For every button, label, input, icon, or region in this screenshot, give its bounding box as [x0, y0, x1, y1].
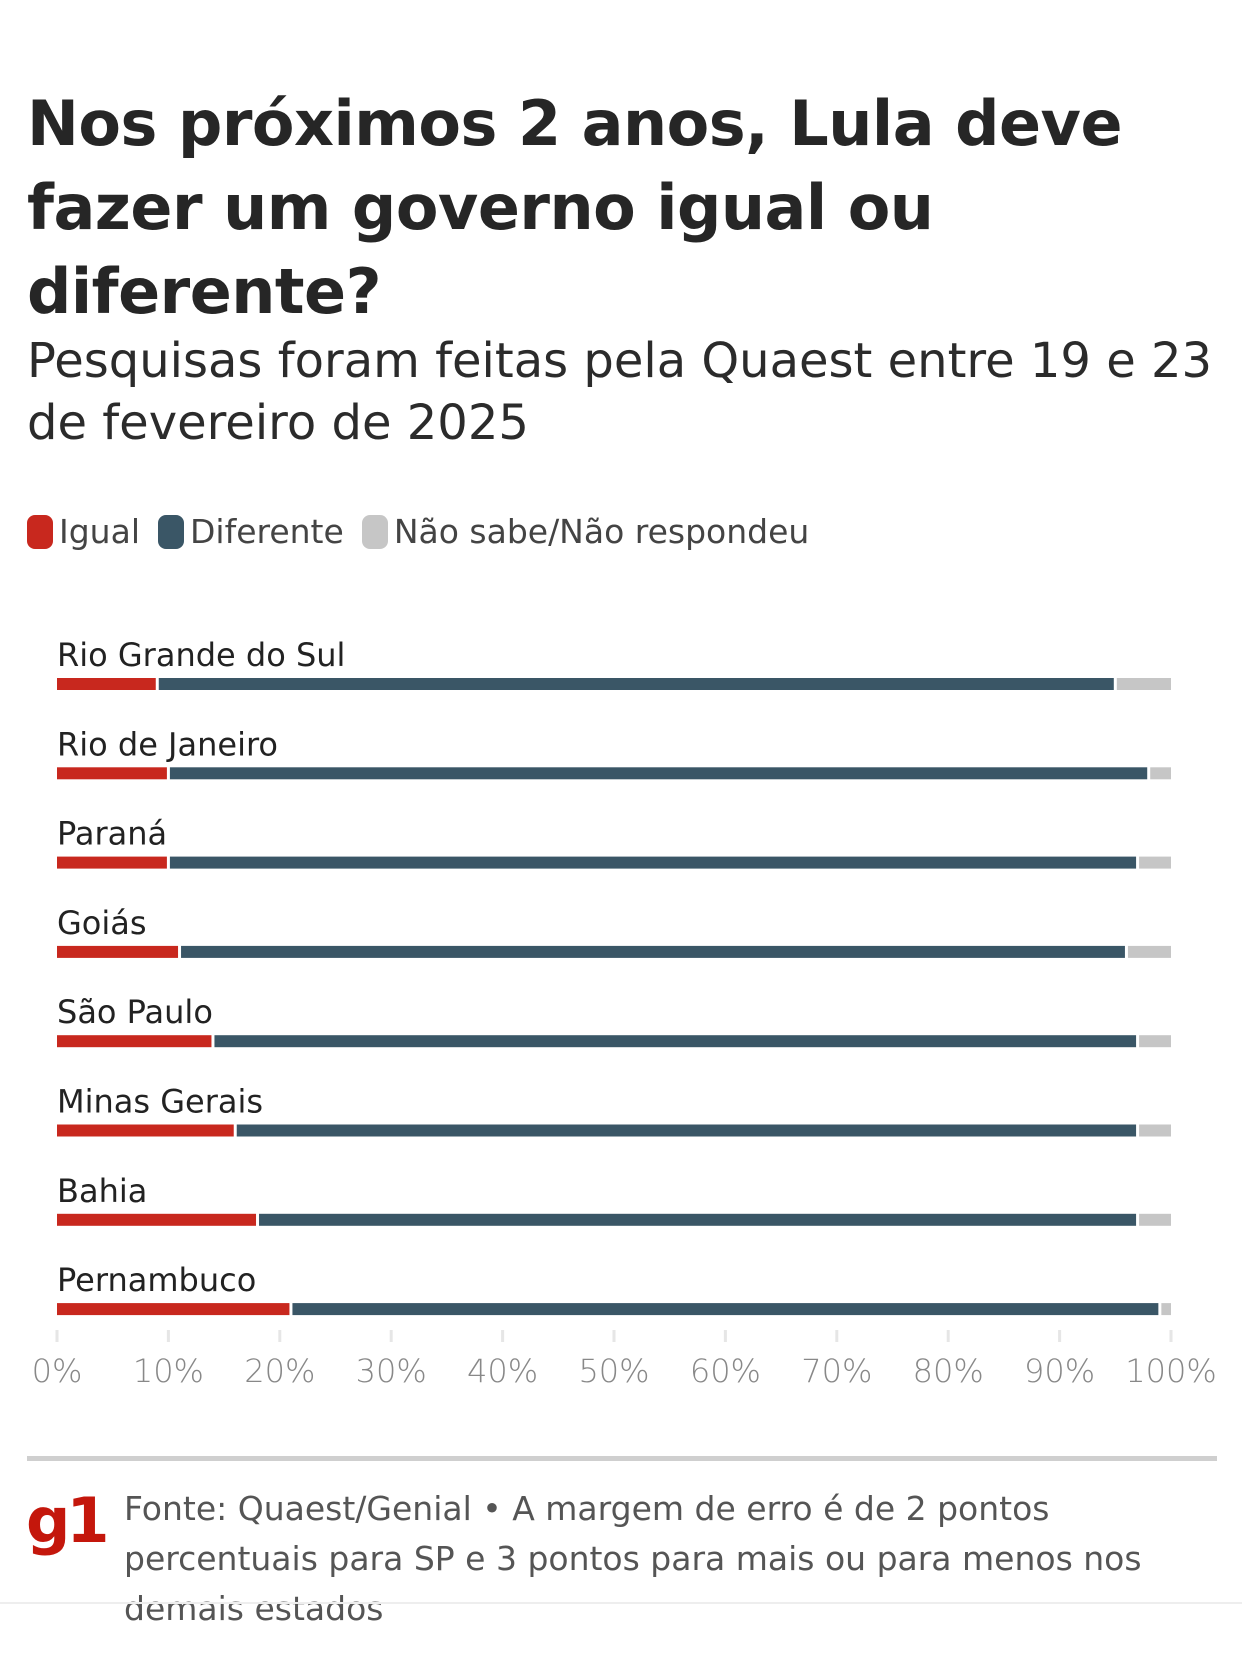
- bar-nao-sabe: [1139, 1124, 1171, 1137]
- bar-igual: [57, 856, 167, 869]
- bar-igual: [57, 1035, 212, 1048]
- chart-title: Nos próximos 2 anos, Lula deve fazer um …: [27, 87, 1123, 328]
- legend-label: Igual: [59, 512, 140, 551]
- legend-swatch-diferente: [158, 514, 184, 549]
- divider: [27, 1456, 1217, 1461]
- legend-item-igual: Igual: [27, 512, 140, 551]
- bar-igual: [57, 1303, 290, 1316]
- source-note: Fonte: Quaest/Genial • A margem de erro …: [124, 1489, 1142, 1628]
- bar-diferente: [169, 856, 1137, 869]
- category-label: Paraná: [57, 815, 167, 853]
- x-tick-label: 30%: [356, 1352, 427, 1390]
- x-tick-label: 80%: [913, 1352, 984, 1390]
- divider: [0, 1602, 1242, 1604]
- legend-item-nao-sabe: Não sabe/Não respondeu: [361, 512, 810, 551]
- category-label: Minas Gerais: [57, 1083, 263, 1121]
- g1-logo: g1: [26, 1484, 110, 1557]
- legend-swatch-nao-sabe: [361, 514, 388, 549]
- bar-igual: [57, 1124, 234, 1137]
- category-label: São Paulo: [57, 993, 213, 1031]
- bar-diferente: [292, 1303, 1159, 1316]
- legend-label: Não sabe/Não respondeu: [393, 512, 810, 551]
- chart-subtitle: Pesquisas foram feitas pela Quaest entre…: [27, 333, 1213, 451]
- bar-diferente: [158, 678, 1114, 690]
- bar-igual: [57, 678, 156, 690]
- x-tick-label: 50%: [578, 1352, 649, 1390]
- legend: Igual Diferente Não sabe/Não respondeu: [27, 512, 827, 551]
- category-label: Pernambuco: [57, 1261, 256, 1299]
- bar-nao-sabe: [1150, 767, 1171, 780]
- x-tick-label: 70%: [801, 1352, 872, 1390]
- x-tick-label: 90%: [1024, 1352, 1095, 1390]
- legend-label: Diferente: [190, 512, 344, 551]
- bar-nao-sabe: [1139, 1035, 1171, 1048]
- bar-diferente: [259, 1213, 1137, 1226]
- bar-nao-sabe: [1139, 856, 1171, 869]
- bar-diferente: [214, 1035, 1137, 1048]
- x-tick-label: 20%: [244, 1352, 315, 1390]
- x-tick-label: 40%: [467, 1352, 538, 1390]
- bar-nao-sabe: [1139, 1213, 1171, 1226]
- x-tick-label: 100%: [1125, 1352, 1216, 1390]
- x-tick-label: 60%: [690, 1352, 761, 1390]
- legend-swatch-igual: [27, 514, 53, 549]
- x-tick-label: 10%: [133, 1352, 204, 1390]
- category-label: Goiás: [57, 904, 147, 942]
- x-tick-label: 0%: [32, 1352, 83, 1390]
- legend-item-diferente: Diferente: [158, 512, 344, 551]
- bar-nao-sabe: [1127, 945, 1171, 958]
- bar-nao-sabe: [1161, 1303, 1171, 1316]
- bar-igual: [57, 1213, 257, 1226]
- bar-diferente: [169, 767, 1148, 780]
- category-label: Rio Grande do Sul: [57, 636, 345, 674]
- bar-igual: [57, 767, 167, 780]
- bar-nao-sabe: [1116, 678, 1171, 690]
- category-label: Bahia: [57, 1172, 147, 1210]
- bar-diferente: [181, 945, 1125, 958]
- category-label: Rio de Janeiro: [57, 725, 278, 763]
- bar-chart: 0% 10% 20% 30% 40% 50% 60% 70% 80% 90% 100% Rio Gra…: [32, 636, 1217, 1390]
- bar-diferente: [236, 1124, 1137, 1137]
- bar-igual: [57, 945, 179, 958]
